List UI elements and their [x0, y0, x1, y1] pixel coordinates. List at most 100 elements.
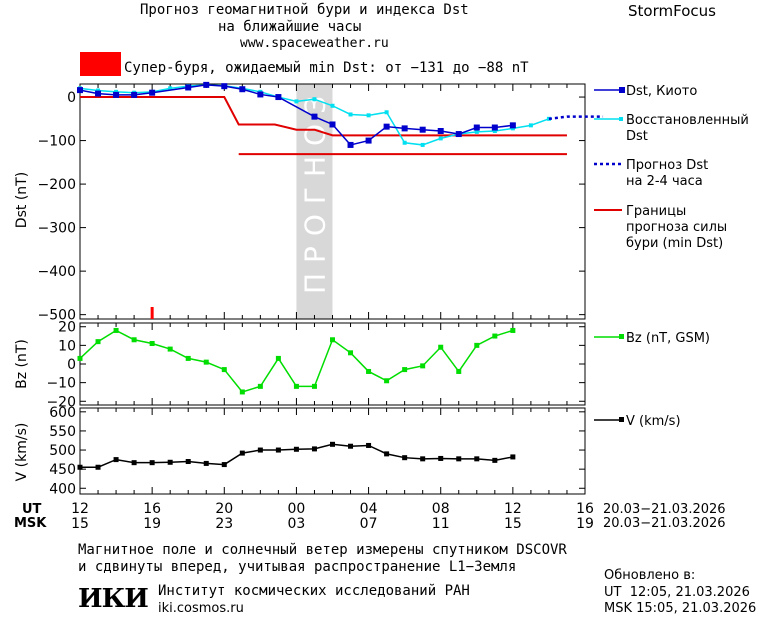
- bz-point: [275, 355, 281, 361]
- v-point: [438, 455, 444, 461]
- bz-point: [293, 383, 299, 389]
- dst-kyoto-point: [419, 126, 426, 133]
- msk-tick-label: 03: [288, 516, 306, 532]
- bz-ytick-label: 10: [58, 338, 76, 354]
- restored-dst-point: [510, 126, 515, 131]
- bound-line-0: [80, 96, 567, 137]
- institute-name: Институт космических исследований РАН: [158, 583, 470, 599]
- bz-ytick-label: 20: [58, 320, 76, 336]
- ut-tick-label: 20: [215, 501, 233, 517]
- event-marker: [150, 307, 154, 319]
- legend-bounds-label-2: прогноза силы: [626, 220, 727, 235]
- dst-kyoto-point: [149, 89, 156, 96]
- bz-point: [384, 378, 390, 384]
- bz-ytick-label: 0: [67, 357, 76, 373]
- dst-kyoto-point: [239, 86, 246, 93]
- restored-dst-point: [312, 97, 317, 102]
- v-ytick-label: 400: [49, 481, 76, 497]
- forecast-band-label: ПРОГНОЗ: [298, 86, 331, 294]
- ut-label: UT: [22, 502, 42, 517]
- site-url[interactable]: www.spaceweather.ru: [240, 36, 389, 51]
- v-ytick-label: 500: [49, 443, 76, 459]
- bz-line: [79, 329, 514, 393]
- bz-point: [311, 383, 317, 389]
- dst-kyoto-point: [509, 122, 516, 129]
- restored-dst-point: [420, 142, 425, 147]
- restored-dst-point: [492, 129, 497, 133]
- restored-dst-point: [294, 99, 299, 104]
- bz-point: [239, 389, 245, 395]
- v-point: [221, 462, 227, 468]
- v-point: [113, 457, 119, 463]
- bz-point: [492, 333, 498, 339]
- bz-point: [474, 342, 480, 348]
- dst-kyoto-point: [185, 84, 192, 91]
- legend-v-label: V (km/s): [626, 414, 681, 429]
- v-point: [366, 442, 372, 448]
- msk-tick-label: 15: [504, 516, 522, 532]
- dst-kyoto-point: [437, 128, 444, 134]
- ut-tick-label: 00: [288, 501, 306, 517]
- v-point: [348, 443, 354, 449]
- dst-kyoto-point: [347, 141, 354, 148]
- v-point: [311, 446, 317, 452]
- v-point: [293, 446, 299, 452]
- bz-point: [77, 355, 83, 361]
- dst-kyoto-point: [275, 94, 282, 101]
- msk-tick-label: 23: [215, 516, 233, 532]
- institute-site[interactable]: iki.cosmos.ru: [158, 601, 244, 616]
- msk-date-range: 20.03−21.03.2026: [603, 516, 726, 531]
- footer-note-line2: и сдвинуты вперед, учитывая распростране…: [78, 559, 517, 575]
- restored-dst-point: [366, 113, 371, 118]
- forecast-band: [296, 84, 333, 319]
- restored-dst-point: [528, 123, 533, 128]
- restored-dst-point: [402, 140, 407, 145]
- bz-point: [257, 383, 263, 389]
- ut-tick-label: 08: [432, 501, 450, 517]
- ut-tick-label: 16: [143, 501, 161, 517]
- dst-kyoto-point: [203, 81, 210, 88]
- dst-kyoto-point: [401, 125, 408, 132]
- v-ylabel: V (km/s): [14, 423, 30, 482]
- v-point: [384, 451, 390, 457]
- bz-ylabel: Bz (nT): [14, 339, 30, 389]
- msk-tick-label: 07: [360, 516, 378, 532]
- alert-text: Супер-буря, ожидаемый min Dst: от −131 д…: [124, 60, 529, 76]
- restored-dst-point: [114, 89, 119, 94]
- v-point: [402, 455, 408, 461]
- bz-point: [438, 344, 444, 350]
- bz-point: [402, 367, 408, 373]
- v-point: [203, 460, 209, 466]
- legend-bounds-label: Границы: [626, 204, 686, 219]
- restored-dst-point: [348, 112, 353, 117]
- restored-dst-point: [168, 86, 173, 91]
- dst-kyoto-point: [455, 131, 462, 138]
- restored-dst-point: [96, 88, 101, 93]
- bz-frame: [79, 322, 586, 406]
- dst-kyoto-point: [311, 113, 318, 120]
- msk-tick-label: 11: [432, 516, 450, 532]
- bz-point: [366, 368, 372, 374]
- bz-point: [203, 359, 209, 365]
- msk-tick-label: 15: [71, 516, 89, 532]
- v-point: [456, 456, 462, 462]
- bz-point: [221, 367, 227, 373]
- legend-restored-label-2: Dst: [626, 129, 648, 144]
- v-ytick-label: 600: [49, 405, 76, 421]
- msk-label: MSK: [14, 516, 47, 531]
- msk-tick-label: 19: [576, 516, 594, 532]
- updated-msk: MSK 15:05, 21.03.2026: [604, 601, 757, 616]
- v-point: [239, 450, 245, 456]
- legend-forecast-label: Прогноз Dst: [626, 158, 708, 173]
- bz-point: [95, 339, 101, 345]
- dst-ytick-label: −500: [38, 308, 76, 324]
- v-point: [492, 457, 498, 463]
- v-point: [149, 460, 155, 466]
- v-point: [510, 454, 516, 460]
- dst-ylabel: Dst (nT): [14, 172, 30, 228]
- bz-point: [330, 337, 335, 343]
- restored-dst-point: [438, 136, 443, 141]
- ut-tick-label: 04: [360, 501, 378, 517]
- bz-point: [420, 363, 426, 369]
- ut-date-range: 20.03−21.03.2026: [603, 502, 726, 517]
